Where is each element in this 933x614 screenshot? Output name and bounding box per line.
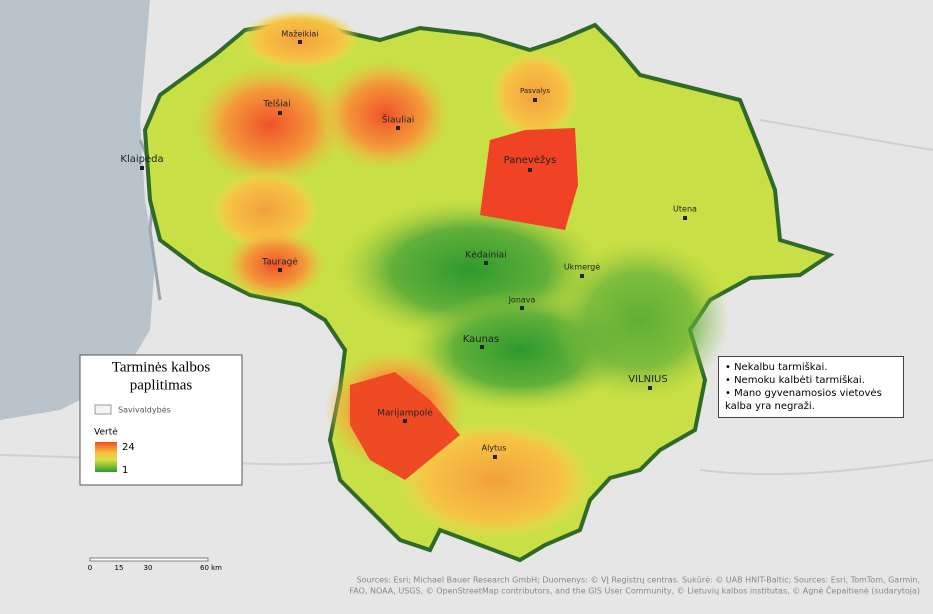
city-dot — [403, 419, 407, 423]
city-dot — [520, 306, 524, 310]
city-label: Pasvalys — [520, 87, 550, 95]
scale-label: 0 — [88, 564, 92, 572]
city-label: Tauragė — [261, 258, 298, 268]
city-label: Utena — [673, 205, 697, 214]
city-dot — [278, 268, 282, 272]
area — [550, 240, 730, 400]
city-dot — [484, 261, 488, 265]
legend-label: Savivaldybės — [118, 406, 171, 415]
area — [210, 170, 320, 250]
hotspot — [480, 128, 578, 230]
city-label: Jonava — [508, 296, 536, 305]
city-dot — [648, 386, 652, 390]
city-dot — [493, 455, 497, 459]
city-dot — [140, 166, 144, 170]
country — [142, 10, 835, 563]
note: Nekalbu tarmiškai. — [725, 361, 897, 374]
city-dot — [533, 98, 537, 102]
sea — [0, 0, 155, 420]
city-dot — [580, 274, 584, 278]
legend-ramp — [95, 442, 117, 472]
city-dot — [298, 40, 302, 44]
area — [195, 65, 345, 185]
scale-label: 30 — [144, 564, 153, 572]
city-label: Klaipėda — [120, 154, 163, 165]
hotspot — [350, 372, 460, 480]
city-dot — [480, 345, 484, 349]
area — [490, 50, 580, 140]
city-label: Ukmergė — [564, 263, 600, 272]
city-label: Šiauliai — [382, 114, 414, 126]
legend-title: Tarminės kalbos — [112, 359, 211, 375]
area — [395, 420, 595, 540]
legend: Tarminės kalbos paplitimas Savivaldybės … — [79, 354, 243, 486]
cities: Mažeikiai Telšiai Šiauliai Klaipėda Pasvalys… — [120, 30, 697, 459]
city-dot — [528, 168, 532, 172]
scale-bar-line — [89, 557, 209, 562]
scale-label: 15 — [115, 564, 124, 572]
city-label: VILNIUS — [628, 374, 667, 385]
city-label: Marijampolė — [377, 409, 433, 419]
city-dot — [683, 216, 687, 220]
legend-label: Vertė — [94, 428, 118, 438]
legend-swatch — [94, 404, 112, 415]
city-dot — [396, 126, 400, 130]
city-label: Telšiai — [262, 99, 290, 110]
note: Nemoku kalbėti tarmiškai. — [725, 374, 897, 387]
attribution: Sources: Esri; Michael Bauer Research Gm… — [357, 576, 920, 585]
city-label: Panevėžys — [504, 154, 557, 166]
scale-bar: 0 15 30 60 km — [88, 557, 222, 572]
area — [320, 60, 450, 170]
area — [225, 230, 325, 300]
attribution: FAO, NOAA, USGS, © OpenStreetMap contrib… — [349, 585, 920, 596]
city-label: Kaunas — [463, 334, 500, 345]
legend-label: 1 — [122, 465, 128, 476]
city-label: Mažeikiai — [281, 30, 318, 39]
legend-title: paplitimas — [130, 377, 193, 393]
note: Mano gyvenamosios vietovės kalba yra neg… — [725, 387, 897, 413]
legend-label: 24 — [122, 442, 135, 453]
city-dot — [278, 111, 282, 115]
city-label: Kėdainiai — [465, 251, 506, 261]
notes-box: Nekalbu tarmiškai. Nemoku kalbėti tarmiš… — [718, 356, 904, 418]
scale-label: 60 km — [200, 564, 222, 572]
city-label: Alytus — [482, 444, 507, 453]
